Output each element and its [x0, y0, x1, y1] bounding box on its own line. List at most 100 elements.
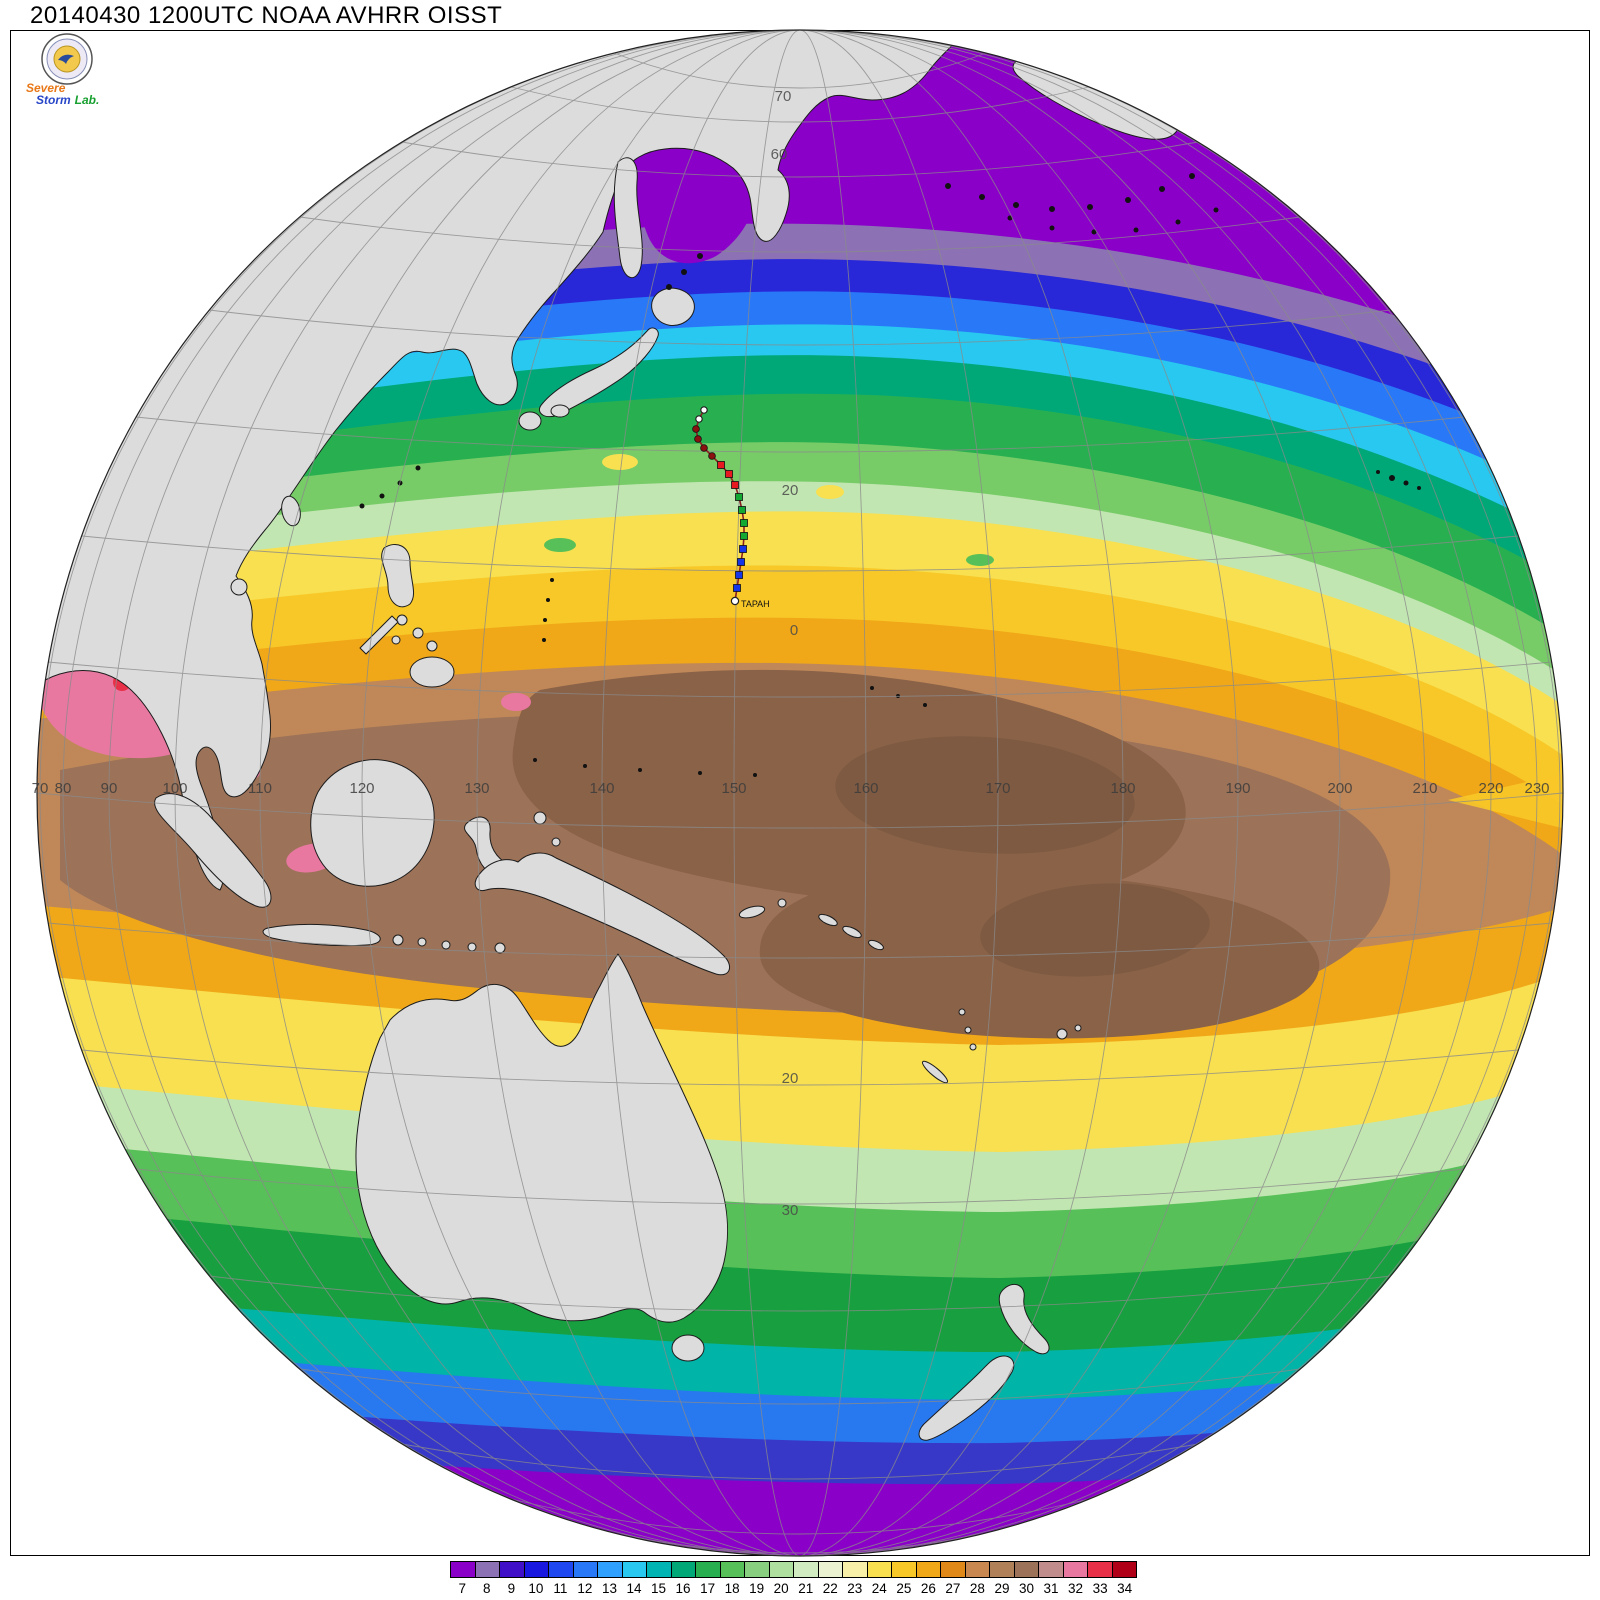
- colorbar-cell: [818, 1562, 843, 1577]
- colorbar-cell: [475, 1562, 500, 1577]
- colorbar-tick-label: 15: [651, 1581, 667, 1596]
- colorbar-tick-label: 24: [871, 1581, 887, 1596]
- colorbar-cell: [696, 1562, 721, 1577]
- colorbar-cell: [549, 1562, 574, 1577]
- latitude-label: 20: [781, 482, 799, 499]
- logo-severe: Severe: [26, 81, 66, 95]
- colorbar-tick-label: 28: [969, 1581, 985, 1596]
- globe-outline: [36, 29, 1564, 1557]
- landmass-hokkaido: [651, 287, 695, 326]
- latitude-label: 60: [770, 146, 788, 163]
- longitude-label: 130: [464, 780, 490, 797]
- colorbar-cell: [1039, 1562, 1064, 1577]
- page-title: 20140430 1200UTC NOAA AVHRR OISST: [30, 2, 503, 29]
- colorbar-tick-label: 25: [896, 1581, 912, 1596]
- colorbar-tick-label: 16: [675, 1581, 691, 1596]
- colorbar-cell: [867, 1562, 892, 1577]
- colorbar-cell: [745, 1562, 770, 1577]
- landmass-new-guinea: [474, 852, 731, 976]
- graticule: [37, 30, 1563, 1556]
- colorbar-cell: [573, 1562, 598, 1577]
- colorbar-tick-label: 7: [458, 1581, 467, 1596]
- longitude-label: 180: [1110, 780, 1136, 797]
- landmass-palawan: [359, 615, 399, 655]
- longitude-label: 170: [985, 780, 1011, 797]
- longitude-label: 220: [1478, 780, 1504, 797]
- colorbar-cell: [990, 1562, 1015, 1577]
- longitude-label: 160: [853, 780, 879, 797]
- colorbar-tick-label: 8: [483, 1581, 491, 1596]
- colorbar-tick-label: 33: [1092, 1581, 1108, 1596]
- landmass-shikoku: [550, 404, 570, 418]
- longitude-label: 70: [31, 780, 49, 797]
- colorbar-cell: [1063, 1562, 1088, 1577]
- colorbar-cell: [965, 1562, 990, 1577]
- landmass-tasmania: [671, 1334, 705, 1362]
- sst-colorbar-ticks: 7 8 9 10 11 12 13 14 15 16 17 18 19 20 21 22 23 24 25 26 27 2…: [450, 1581, 1137, 1596]
- landmass-kyushu: [518, 411, 542, 431]
- colorbar-cell: [720, 1562, 745, 1577]
- colorbar-tick-label: 13: [601, 1581, 617, 1596]
- storm-name-label: TAPAH: [741, 599, 770, 609]
- sst-colorbar: [450, 1561, 1137, 1578]
- colorbar-tick-label: 14: [626, 1581, 642, 1596]
- colorbar-cell: [524, 1562, 549, 1577]
- colorbar-cell: [622, 1562, 647, 1577]
- landmass-australia: [355, 953, 728, 1323]
- longitude-label: 120: [349, 780, 375, 797]
- colorbar-cell: [1014, 1562, 1039, 1577]
- colorbar-cell: [1088, 1562, 1113, 1577]
- colorbar-tick-label: 19: [749, 1581, 765, 1596]
- colorbar-tick-label: 31: [1043, 1581, 1059, 1596]
- colorbar-cell: [843, 1562, 868, 1577]
- landmass-nz-south: [918, 1355, 1015, 1441]
- logo-storm: Storm: [36, 93, 71, 107]
- colorbar-cell: [671, 1562, 696, 1577]
- colorbar-cell: [769, 1562, 794, 1577]
- storm-track: TAPAH: [692, 406, 770, 609]
- island-dots: [359, 173, 1421, 777]
- colorbar-cell: [892, 1562, 917, 1577]
- latitude-label: 70: [774, 88, 792, 105]
- lab-logo: Severe Storm Lab.: [26, 82, 166, 106]
- colorbar-tick-label: 20: [773, 1581, 789, 1596]
- colorbar-tick-label: 11: [553, 1581, 568, 1596]
- longitude-label: 200: [1327, 780, 1353, 797]
- colorbar-tick-label: 34: [1117, 1581, 1133, 1596]
- colorbar-tick-label: 27: [945, 1581, 961, 1596]
- landm ass-borneo: [310, 759, 435, 887]
- longitude-label: 110: [248, 780, 272, 797]
- bird-glyph: [58, 54, 74, 64]
- landmass-sumatra: [154, 793, 272, 908]
- landmass-mindanao: [409, 656, 455, 688]
- colorbar-tick-label: 30: [1018, 1581, 1034, 1596]
- colorbar-tick-label: 26: [920, 1581, 936, 1596]
- colorbar-tick-label: 29: [994, 1581, 1010, 1596]
- colorbar-tick-label: 21: [798, 1581, 814, 1596]
- landmass-nz-north: [998, 1283, 1050, 1355]
- logo-lab: Lab.: [74, 93, 100, 107]
- longitude-label: 90: [100, 780, 118, 797]
- noaa-logo: [40, 32, 94, 91]
- colorbar-tick-label: 10: [528, 1581, 544, 1596]
- colorbar-cell: [647, 1562, 672, 1577]
- landmass-new-caledonia: [921, 1060, 949, 1084]
- colorbar-cell: [451, 1562, 476, 1577]
- colorbar-tick-label: 17: [700, 1581, 716, 1596]
- landmass-hainan: [230, 578, 248, 596]
- latitude-label: 0: [789, 622, 799, 639]
- latitude-label: 20: [781, 1070, 799, 1087]
- latitude-label: 30: [781, 1202, 799, 1219]
- colorbar-cell: [941, 1562, 966, 1577]
- longitude-label: 150: [721, 780, 747, 797]
- colorbar-tick-label: 22: [822, 1581, 838, 1596]
- landmass-java: [262, 923, 381, 947]
- longitude-label: 210: [1412, 780, 1438, 797]
- colorbar-cell: [598, 1562, 623, 1577]
- longitude-label: 80: [54, 780, 72, 797]
- longitude-label: 230: [1524, 780, 1550, 797]
- longitude-label: 140: [589, 780, 615, 797]
- colorbar-cell: [916, 1562, 941, 1577]
